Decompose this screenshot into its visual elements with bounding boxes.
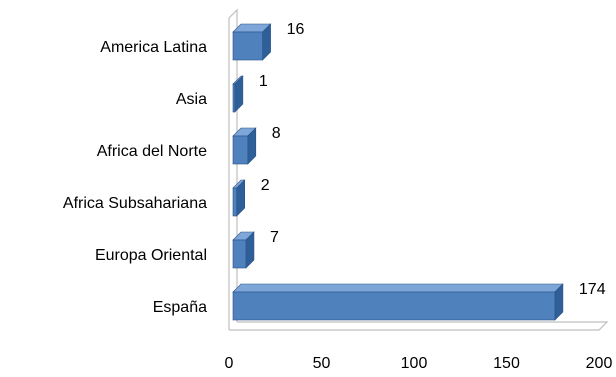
bar-front-face [232,83,236,113]
bar-3 [232,127,257,165]
value-labels: 16 1 8 2 7 174 [259,21,606,298]
bar-front-face [232,187,237,217]
x-tick-label: 50 [313,355,331,372]
bar-front-face [232,239,247,269]
x-tick-label: 0 [225,355,234,372]
value-label: 16 [287,21,305,38]
bar-4 [232,179,246,217]
bar-front-face [232,31,263,61]
value-label: 2 [261,177,270,194]
value-label: 8 [272,125,281,142]
bar-front-face [232,291,556,321]
category-labels: America Latina Asia Africa del Norte Africa… [63,39,207,316]
value-label: 7 [270,229,279,246]
x-tick-label: 150 [493,355,520,372]
frame-left-wall [228,8,238,330]
category-label: America Latina [100,39,207,56]
category-label: Africa Subsahariana [63,195,207,212]
category-label: Africa del Norte [97,143,207,160]
chart-frame [228,8,609,331]
category-label: España [153,299,207,316]
category-label: Asia [176,91,207,108]
bar-2 [232,75,244,113]
x-axis-tick-labels: 0 50 100 150 200 [225,355,613,372]
x-tick-label: 200 [586,355,613,372]
frame-floor [229,321,609,331]
bar-5 [232,231,255,269]
bar-front-face [232,135,249,165]
bar-1 [232,23,272,61]
category-label: Europa Oriental [95,247,207,264]
bar-6 [232,283,564,321]
value-label: 174 [579,281,606,298]
bar-top-face [232,283,564,293]
bars-group [232,23,564,321]
x-tick-label: 100 [401,355,428,372]
value-label: 1 [259,73,268,90]
